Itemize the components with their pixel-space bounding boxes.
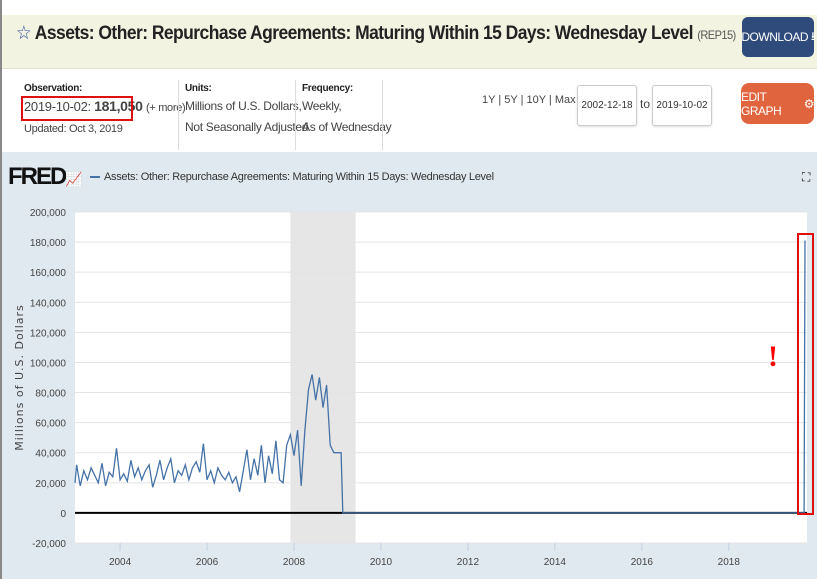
observation-label: Observation: <box>24 83 83 94</box>
range-5y[interactable]: 5Y <box>504 94 518 106</box>
frequency-line1: Weekly, <box>302 99 342 113</box>
y-tick-label: -20,000 <box>32 539 66 550</box>
star-outline-icon[interactable]: ☆ <box>16 23 32 44</box>
series-code: (REP15) <box>697 28 736 42</box>
frequency-line2: As of Wednesday <box>302 120 392 134</box>
x-tick-label: 2012 <box>457 557 480 568</box>
units-block: Units: Millions of U.S. Dollars, Not Sea… <box>185 82 308 138</box>
y-tick-label: 180,000 <box>30 238 67 249</box>
updated-text: Updated: Oct 3, 2019 <box>24 123 123 135</box>
page-title: ☆ Assets: Other: Repurchase Agreements: … <box>16 22 736 45</box>
top-strip <box>2 0 817 15</box>
y-tick-label: 160,000 <box>30 268 67 279</box>
download-label: DOWNLOAD <box>741 30 809 44</box>
series-line <box>74 240 806 514</box>
gear-icon: ⚙ <box>800 96 815 111</box>
y-tick-label: 200,000 <box>30 208 67 219</box>
end-date-input[interactable]: 2019-10-02 <box>652 85 712 126</box>
x-tick-label: 2008 <box>283 557 306 568</box>
x-tick-label: 2016 <box>631 557 654 568</box>
fred-logo: FRED📈 <box>8 163 83 190</box>
plot-area <box>75 212 807 543</box>
edit-graph-button[interactable]: EDIT GRAPH ⚙ <box>741 83 815 124</box>
divider <box>382 80 383 150</box>
series-title: Assets: Other: Repurchase Agreements: Ma… <box>34 23 694 44</box>
y-axis-label: Millions of U.S. Dollars <box>13 304 26 451</box>
header-band <box>2 15 817 69</box>
units-label: Units: <box>185 83 212 94</box>
x-tick-label: 2004 <box>109 557 132 568</box>
annotation-box-spike <box>797 233 814 515</box>
range-selector: 1Y | 5Y | 10Y | Max <box>482 94 576 106</box>
x-tick-label: 2010 <box>370 557 393 568</box>
chart-legend: Assets: Other: Repurchase Agreements: Ma… <box>90 171 494 183</box>
y-tick-label: 20,000 <box>35 479 66 490</box>
range-1y[interactable]: 1Y <box>482 94 496 106</box>
download-button[interactable]: DOWNLOAD ⭳ <box>741 17 815 57</box>
x-tick-label: 2014 <box>544 557 567 568</box>
y-tick-label: 100,000 <box>30 358 67 369</box>
observation-block: Observation: 2019-10-02: 181,050 (+ more… <box>24 82 186 140</box>
download-icon: ⭳ <box>808 28 815 43</box>
legend-label: Assets: Other: Repurchase Agreements: Ma… <box>104 171 494 183</box>
y-tick-label: 40,000 <box>35 449 66 460</box>
divider <box>295 80 296 150</box>
edit-label: EDIT GRAPH <box>741 89 782 118</box>
to-label: to <box>640 97 651 111</box>
legend-swatch <box>90 176 100 178</box>
x-tick-label: 2018 <box>718 557 741 568</box>
fullscreen-icon[interactable]: ⛶ <box>802 170 811 184</box>
y-tick-label: 80,000 <box>35 389 66 400</box>
recession-shade <box>290 212 356 543</box>
observation-value: 181,050 <box>94 98 143 114</box>
annotation-exclamation: ! <box>768 340 778 373</box>
frequency-block: Frequency: Weekly, As of Wednesday <box>302 82 392 138</box>
units-line1: Millions of U.S. Dollars, <box>185 99 302 113</box>
units-line2: Not Seasonally Adjusted <box>185 120 309 134</box>
more-link[interactable]: (+ more) <box>145 102 186 114</box>
frequency-label: Frequency: <box>302 83 353 94</box>
y-tick-label: 120,000 <box>30 328 67 339</box>
y-tick-label: 0 <box>60 509 66 520</box>
divider <box>178 80 179 150</box>
annotation-box-observation <box>21 96 133 121</box>
range-max[interactable]: Max <box>554 94 576 106</box>
observation-date: 2019-10-02: <box>24 99 91 114</box>
range-10y[interactable]: 10Y <box>526 94 546 106</box>
x-tick-label: 2006 <box>196 557 219 568</box>
start-date-input[interactable]: 2002-12-18 <box>577 85 637 126</box>
y-tick-label: 140,000 <box>30 298 67 309</box>
y-tick-label: 60,000 <box>35 419 66 430</box>
